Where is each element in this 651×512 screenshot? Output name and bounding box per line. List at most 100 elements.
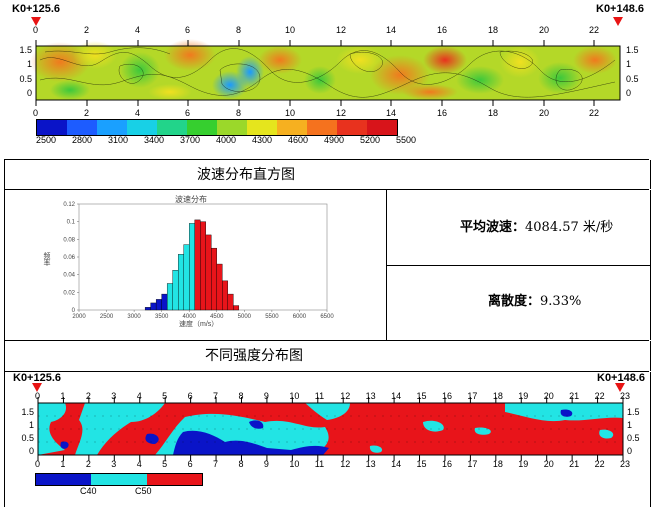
x-tick: 2	[85, 459, 91, 469]
top-contour-panel: K0+125.6 K0+148.6 0 2 4 6 8 10 12 14 16 …	[0, 0, 651, 158]
x-tick: 11	[314, 391, 325, 401]
station-end-label: K0+148.6	[597, 372, 646, 384]
strength-frame	[37, 402, 624, 456]
x-tick: 20	[543, 459, 554, 469]
strength-section-header: 不同强度分布图	[4, 341, 651, 371]
contour-lines	[39, 47, 616, 98]
x-tick: 8	[236, 108, 242, 118]
y-tick: 0.5	[19, 74, 32, 84]
colorbar-label: 2800	[72, 135, 93, 145]
colorbar-swatch	[367, 120, 397, 135]
y-tick: 1	[627, 420, 633, 430]
x-tick: 12	[336, 25, 347, 35]
x-tick: 6	[187, 391, 193, 401]
x-tick: 14	[391, 391, 402, 401]
histogram-row: 波速分布 频率 速度（m/s） 0 0.02 0.04 0.06 0.08 0.1 0.12…	[4, 190, 651, 340]
y-tick-label: 0.06	[63, 255, 75, 261]
histogram-bar	[144, 307, 151, 311]
station-start-label: K0+125.6	[12, 3, 61, 15]
x-tick: 19	[518, 391, 529, 401]
velocity-contour-plot	[30, 17, 623, 106]
divider	[4, 340, 649, 341]
x-tick: 14	[391, 459, 402, 469]
histogram-bar	[183, 244, 190, 311]
section-title: 波速分布直方图	[197, 167, 295, 183]
divider	[4, 159, 649, 160]
x-tick: 20	[543, 391, 554, 401]
y-tick: 1	[26, 59, 32, 69]
avg-velocity-label: 平均波速：	[460, 220, 526, 235]
y-tick: 0	[28, 446, 34, 456]
colorbar-label: 3700	[180, 135, 201, 145]
x-tick: 5	[162, 391, 168, 401]
c40-regions	[60, 409, 573, 455]
strength-map	[32, 383, 625, 461]
colorbar-swatch	[307, 120, 337, 135]
contour-frame	[35, 45, 621, 101]
histogram-bar	[216, 263, 223, 311]
x-tick: 18	[488, 108, 499, 118]
colorbar-swatch	[37, 120, 67, 135]
histogram-bar	[161, 293, 168, 311]
x-tick: 4	[136, 391, 142, 401]
x-tick-label: 6500	[320, 314, 334, 320]
x-tick: 15	[416, 391, 427, 401]
x-tick: 4	[135, 25, 141, 35]
histogram-bar	[233, 305, 240, 311]
strength-x-axis-ticks	[37, 397, 624, 461]
strength-y-ticks-right: 1.5 1 0.5 0	[627, 407, 649, 457]
x-tick: 18	[492, 391, 503, 401]
x-tick: 0	[33, 25, 39, 35]
velocity-histogram: 波速分布 频率 速度（m/s） 0 0.02 0.04 0.06 0.08 0.1 0.12…	[43, 192, 345, 337]
colorbar-swatch	[157, 120, 187, 135]
x-tick-label: 3000	[127, 314, 141, 320]
histogram-xlabel: 速度（m/s）	[179, 321, 219, 328]
strength-x-ticks-bottom: 0 1 2 3 4 5 6 7 8 9 10 11 12 13 14 15 16 17 18 19 20 21 22 23	[5, 459, 650, 470]
x-tick: 5	[162, 459, 168, 469]
x-tick-label: 2000	[72, 314, 86, 320]
histogram-bar	[172, 270, 179, 311]
colorbar-label: 5500	[396, 135, 417, 145]
strength-legend	[35, 473, 203, 486]
y-tick: 0	[26, 88, 32, 98]
x-tick: 12	[340, 459, 351, 469]
histogram-bar	[166, 283, 173, 311]
colorbar-swatch	[67, 120, 97, 135]
x-tick: 21	[569, 391, 580, 401]
x-tick: 22	[589, 25, 600, 35]
x-tick: 4	[136, 459, 142, 469]
legend-swatch-c40-below	[36, 474, 92, 485]
y-tick-label: 0.04	[63, 273, 75, 279]
y-tick: 0.5	[627, 433, 640, 443]
colorbar-label: 4900	[324, 135, 345, 145]
x-tick: 8	[238, 391, 244, 401]
start-marker-icon	[31, 17, 41, 26]
dispersion-label: 离散度：	[488, 294, 541, 309]
start-marker-icon	[32, 383, 42, 392]
divider	[386, 190, 387, 340]
x-tick: 2	[84, 25, 90, 35]
end-marker-icon	[613, 17, 623, 26]
colorbar-swatch	[187, 120, 217, 135]
x-tick: 6	[185, 108, 191, 118]
colorbar-swatch	[217, 120, 247, 135]
x-tick: 10	[285, 25, 296, 35]
x-tick: 16	[437, 108, 448, 118]
y-tick-label: 0.02	[63, 290, 75, 296]
legend-label-c40: C40	[80, 486, 97, 496]
histogram-bar	[205, 234, 212, 311]
colorbar-swatch	[277, 120, 307, 135]
x-tick: 22	[594, 459, 605, 469]
x-tick: 14	[386, 108, 397, 118]
x-tick: 6	[187, 459, 193, 469]
histogram-section-header: 波速分布直方图	[4, 160, 651, 189]
histogram-bar	[222, 280, 229, 311]
histogram-bar	[189, 223, 195, 311]
histogram-ylabel: 频率	[43, 252, 50, 266]
legend-swatch-c50-above	[146, 474, 202, 485]
x-tick: 0	[35, 459, 41, 469]
divider	[4, 371, 649, 372]
x-tick: 14	[386, 25, 397, 35]
colorbar-swatch	[127, 120, 157, 135]
x-tick: 18	[492, 459, 503, 469]
